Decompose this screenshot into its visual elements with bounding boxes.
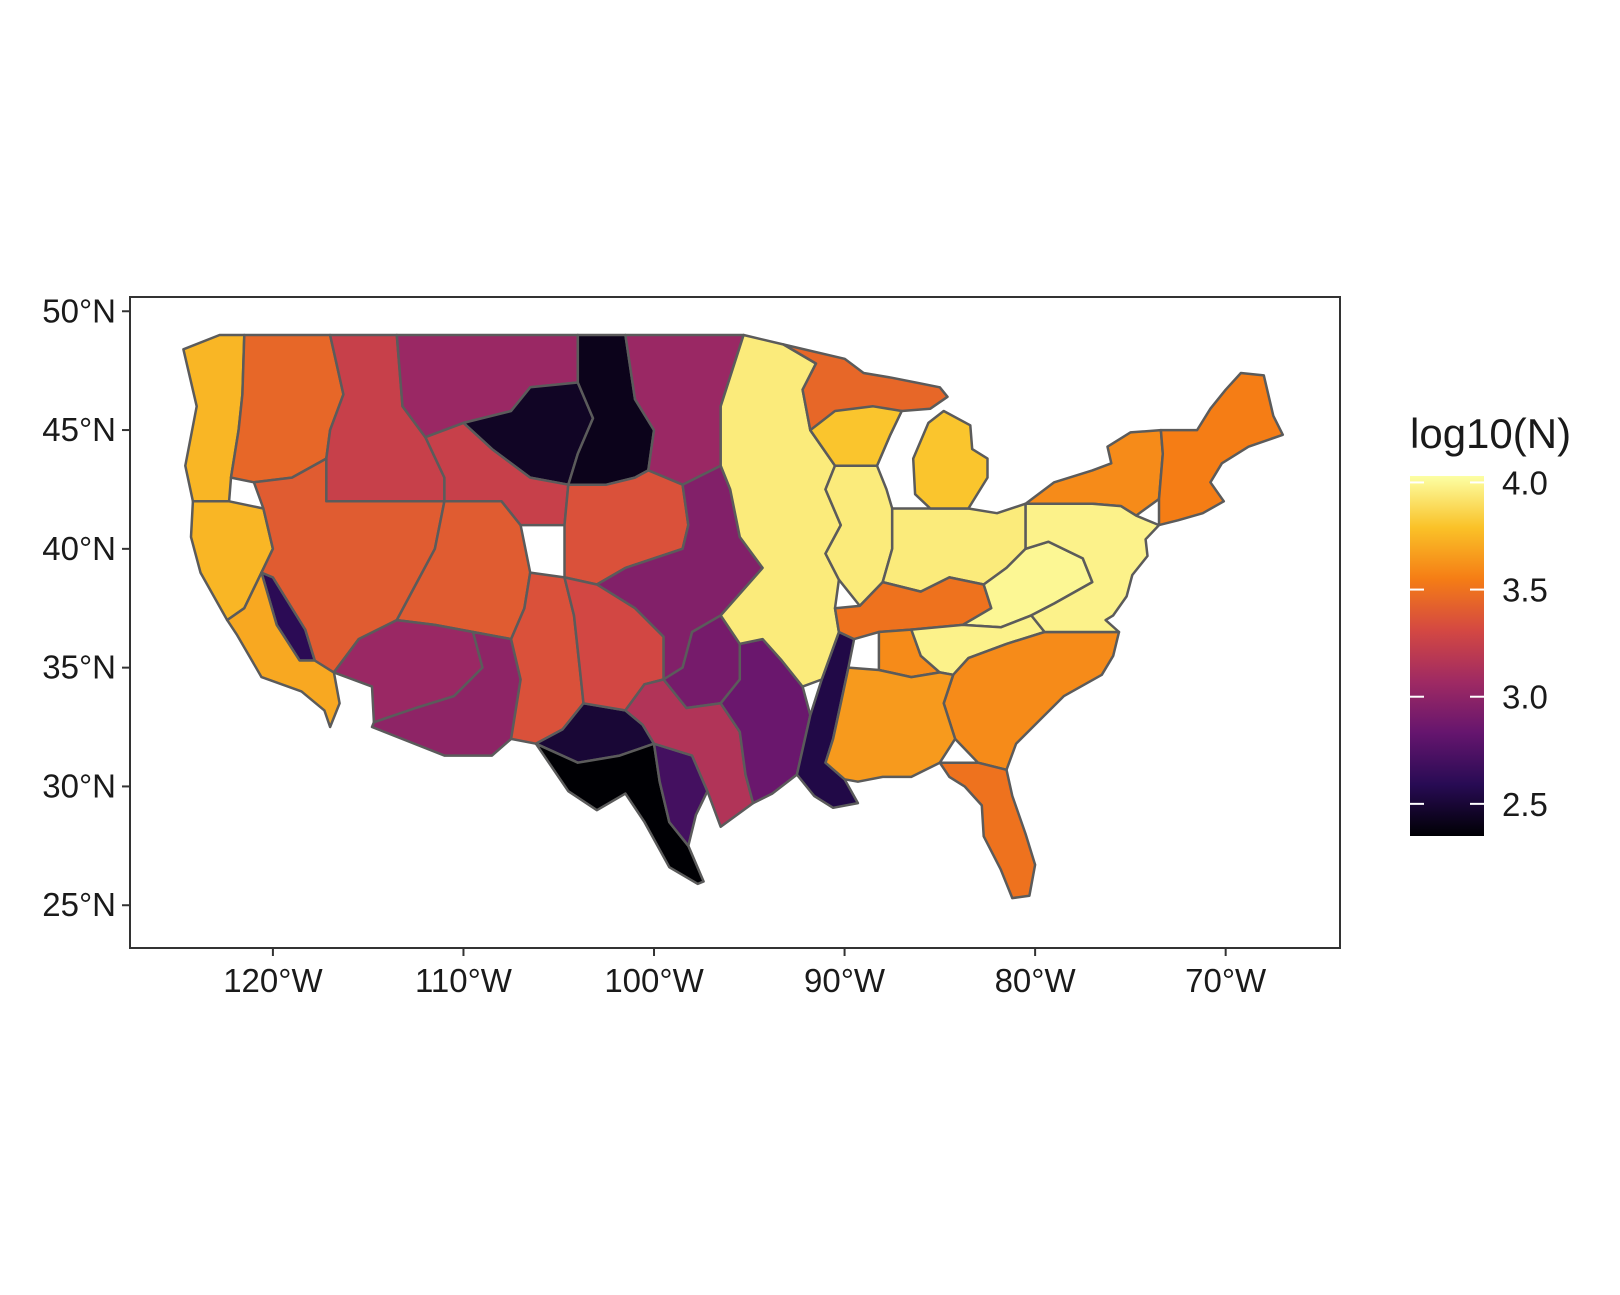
legend-tick-label: 4.0 [1502, 464, 1548, 501]
y-tick-label: 50°N [42, 292, 116, 329]
y-tick-label: 40°N [42, 530, 116, 567]
y-tick-label: 25°N [42, 886, 116, 923]
x-tick-label: 70°W [1185, 962, 1267, 999]
legend-tick-label: 2.5 [1502, 786, 1548, 823]
legend-tick-label: 3.5 [1502, 572, 1548, 609]
region-alabama-mobile [824, 666, 957, 783]
region-layer [182, 333, 1285, 900]
x-tick-label: 110°W [415, 962, 513, 999]
region-florida [938, 761, 1037, 900]
legend: log10(N) 4.0 3.5 3.0 2.5 [1410, 410, 1571, 836]
region-new-england [1157, 371, 1285, 527]
x-tick-label: 100°W [604, 962, 704, 999]
legend-colorbar [1410, 476, 1484, 836]
legend-tick-label: 3.0 [1502, 679, 1548, 716]
region-mid-atlantic [1024, 502, 1161, 634]
x-axis: 120°W 110°W 100°W 90°W 80°W 70°W [223, 948, 1267, 999]
y-tick-label: 45°N [42, 411, 116, 448]
y-tick-label: 35°N [42, 649, 116, 686]
legend-ticks: 4.0 3.5 3.0 2.5 [1410, 464, 1548, 823]
legend-title: log10(N) [1410, 410, 1571, 457]
x-tick-label: 80°W [995, 962, 1077, 999]
y-axis: 25°N 30°N 35°N 40°N 45°N 50°N [42, 292, 130, 923]
y-tick-label: 30°N [42, 767, 116, 804]
region-southern-california [225, 571, 341, 729]
region-lower-rio-grande [534, 742, 705, 886]
x-tick-label: 90°W [804, 962, 886, 999]
region-wisconsin [809, 405, 903, 467]
x-tick-label: 120°W [223, 962, 323, 999]
region-michigan [911, 409, 989, 510]
